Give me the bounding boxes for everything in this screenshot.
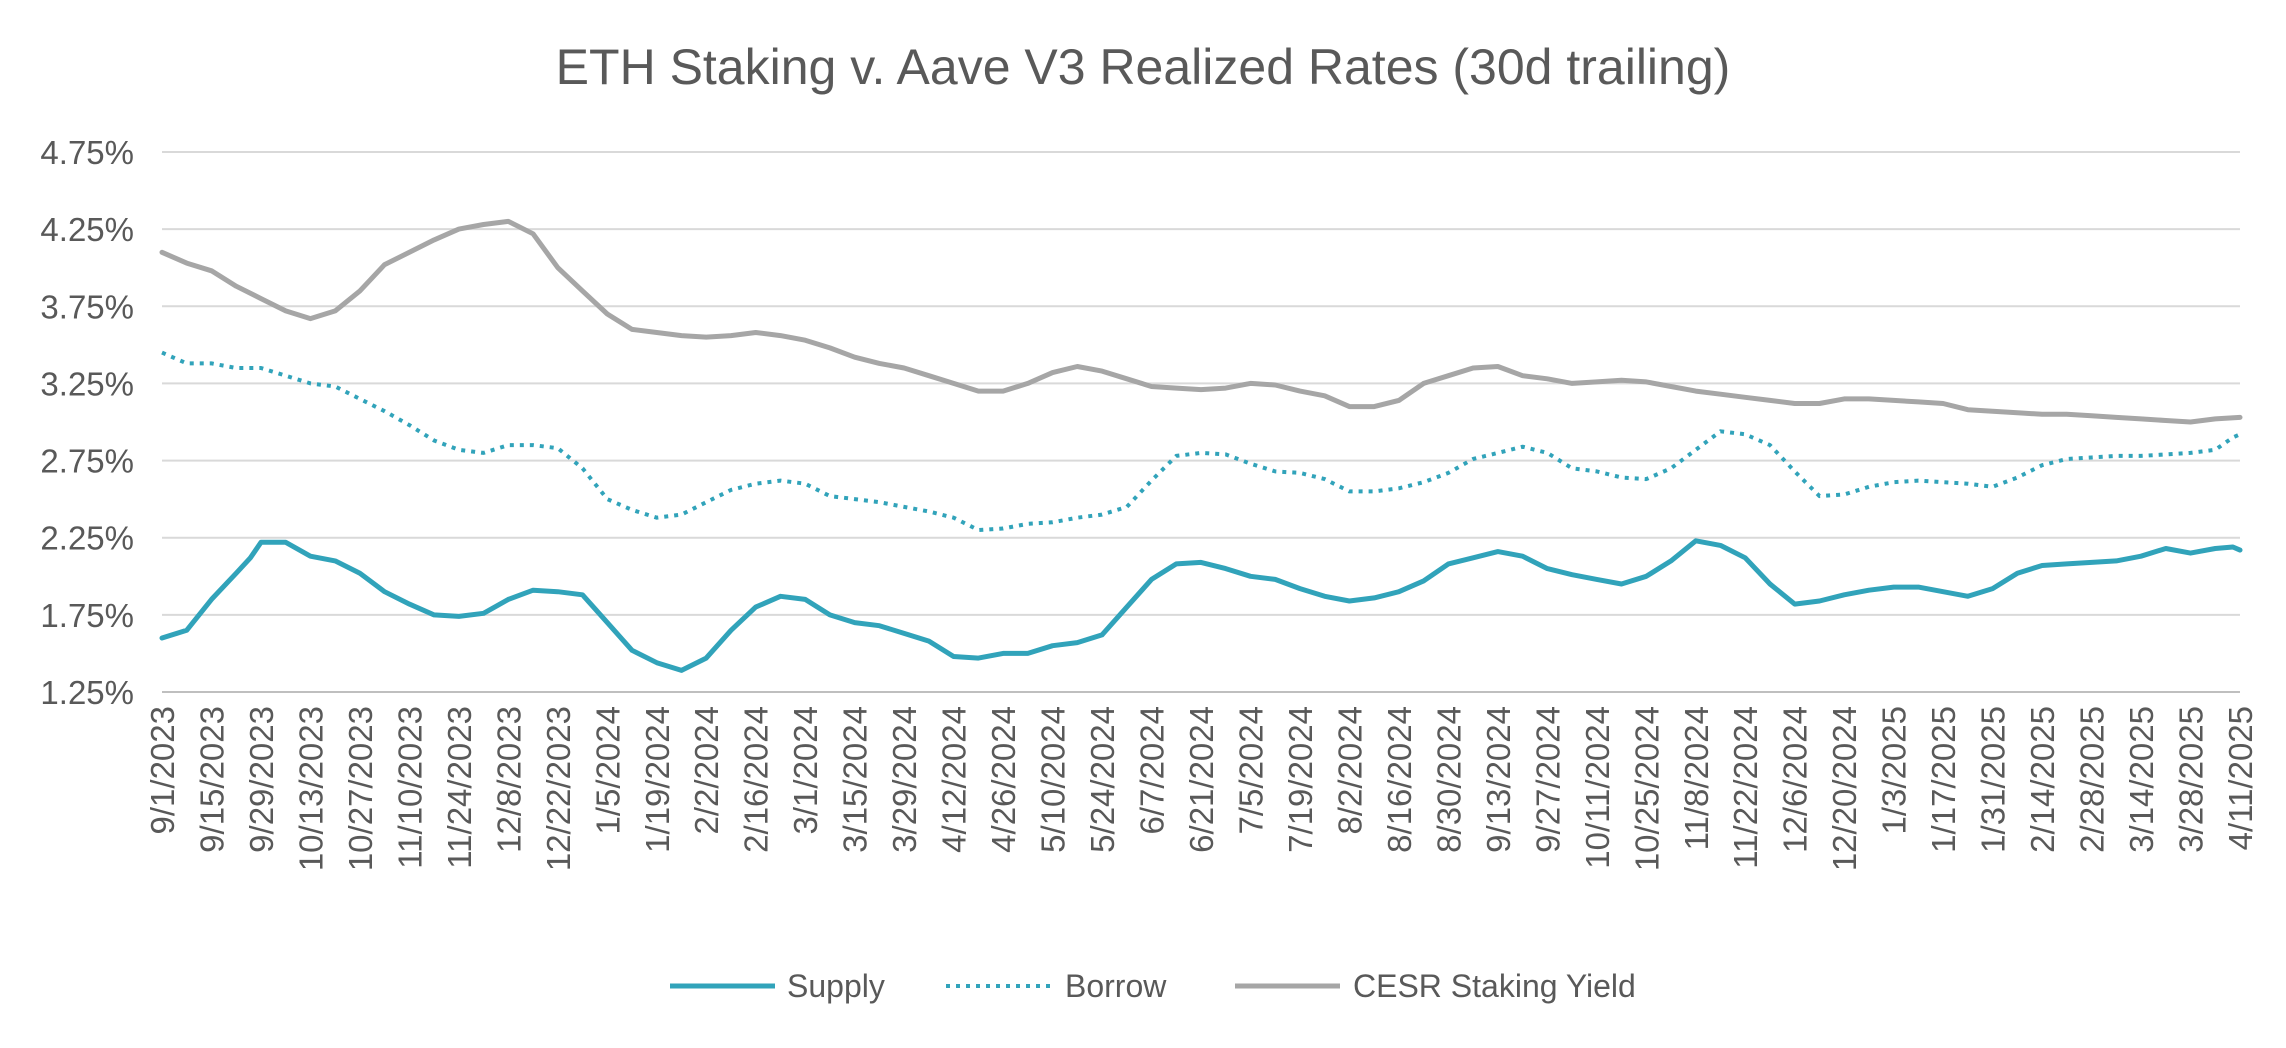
x-tick-label: 10/11/2024 [1579,706,1616,869]
x-tick-label: 11/8/2024 [1678,706,1715,850]
x-tick-label: 12/22/2023 [540,706,577,871]
x-tick-label: 3/28/2025 [2173,706,2210,853]
x-tick-label: 3/14/2025 [2123,706,2160,853]
x-tick-label: 11/24/2023 [441,706,478,869]
chart-title: ETH Staking v. Aave V3 Realized Rates (3… [556,39,1731,95]
x-tick-label: 8/16/2024 [1381,706,1418,853]
y-axis-tick-labels: 4.75% 4.25% 3.75% 3.25% 2.75% 2.25% 1.75% 1.25% [40,134,134,711]
x-tick-label: 10/27/2023 [342,706,379,871]
x-tick-label: 7/19/2024 [1282,706,1319,853]
series-line-borrow [161,350,2241,532]
legend-label: CESR Staking Yield [1353,968,1636,1004]
x-tick-label: 1/5/2024 [589,706,626,834]
x-tick-label: 6/7/2024 [1134,706,1171,834]
x-axis-tick-labels: 9/1/2023 9/15/2023 9/29/2023 10/13/2023 10/2… [144,706,2259,871]
x-tick-label: 2/16/2024 [738,706,775,853]
y-tick-label: 4.25% [40,211,134,248]
x-tick-label: 5/10/2024 [1035,706,1072,853]
series-line-cesr-staking-yield [159,218,2243,425]
x-tick-label: 1/31/2025 [1975,706,2012,853]
y-tick-label: 2.25% [40,520,134,557]
x-tick-label: 8/2/2024 [1331,706,1368,834]
x-tick-label: 3/15/2024 [837,706,874,853]
x-tick-label: 4/11/2025 [2222,706,2259,850]
series-line-supply [159,538,2243,673]
x-tick-label: 8/30/2024 [1430,706,1467,853]
x-tick-label: 10/13/2023 [292,706,329,871]
x-tick-label: 5/24/2024 [1084,706,1121,853]
x-tick-label: 2/28/2025 [2074,706,2111,853]
x-tick-label: 9/27/2024 [1529,706,1566,853]
legend-label: Borrow [1065,968,1167,1004]
data-series [159,218,2243,673]
x-tick-label: 6/21/2024 [1183,706,1220,853]
x-tick-label: 11/10/2023 [391,706,428,869]
x-tick-label: 1/3/2025 [1876,706,1913,834]
gridlines [162,151,2240,693]
y-tick-label: 3.75% [40,288,134,325]
x-tick-label: 12/6/2024 [1777,706,1814,853]
y-tick-label: 1.75% [40,597,134,634]
y-tick-label: 1.25% [40,674,134,711]
x-tick-label: 3/1/2024 [787,706,824,834]
x-tick-label: 3/29/2024 [886,706,923,853]
x-tick-label: 2/14/2025 [2024,706,2061,853]
x-tick-label: 1/19/2024 [639,706,676,853]
legend-label: Supply [787,968,885,1004]
x-tick-label: 4/12/2024 [936,706,973,853]
x-tick-label: 9/13/2024 [1480,706,1517,853]
y-tick-label: 2.75% [40,443,134,480]
x-tick-label: 11/22/2024 [1727,706,1764,869]
x-tick-label: 9/15/2023 [193,706,230,853]
x-tick-label: 2/2/2024 [688,706,725,834]
x-tick-label: 12/8/2023 [490,706,527,853]
x-tick-label: 1/17/2025 [1925,706,1962,853]
y-tick-label: 4.75% [40,134,134,171]
x-tick-label: 9/29/2023 [243,706,280,853]
x-tick-label: 9/1/2023 [144,706,181,834]
x-tick-label: 4/26/2024 [985,706,1022,853]
x-tick-label: 10/25/2024 [1628,706,1665,871]
y-tick-label: 3.25% [40,365,134,402]
x-tick-label: 7/5/2024 [1232,706,1269,834]
legend: Supply Borrow CESR Staking Yield [670,968,1636,1004]
x-tick-label: 12/20/2024 [1826,706,1863,871]
